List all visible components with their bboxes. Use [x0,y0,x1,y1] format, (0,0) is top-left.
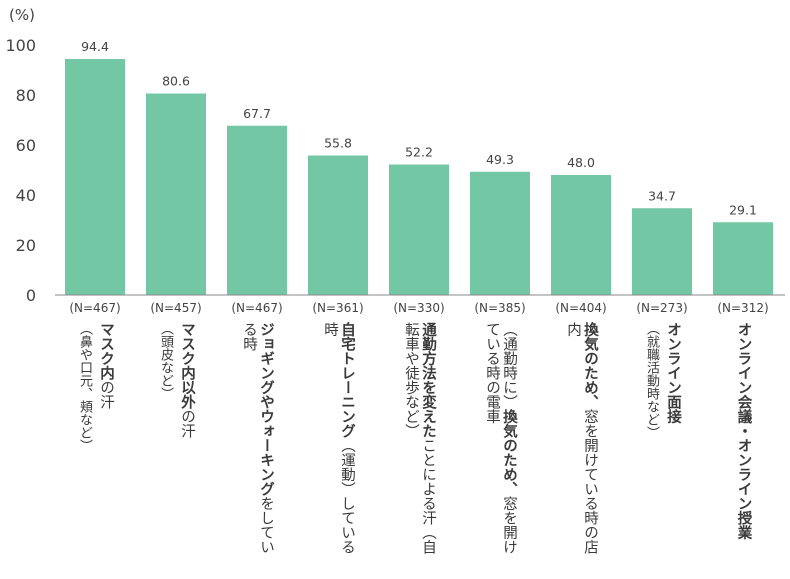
category-bold-text: 自宅トレーニング [339,322,355,438]
category-normal-text: の汗 [179,409,195,438]
category-label: マスク内以外の汗 （頭皮など） [136,322,216,438]
category-label: オンライン会議・オンライン授業 [703,322,783,540]
category-bold-text: オンライン面接 [665,322,681,424]
bar [308,155,368,295]
category-note: （就職活動時など） [644,322,659,439]
y-tick-label: 20 [16,236,36,255]
value-label: 52.2 [405,145,433,160]
value-label: 94.4 [81,39,109,54]
bar [551,175,611,295]
unit-label: (%) [9,6,35,24]
category-main-text: 換気のため、窓を開けている時の店内 [564,322,598,562]
value-label: 67.7 [243,106,271,121]
y-tick-label: 0 [26,286,36,305]
category-label: ジョギングやウォーキングをしている時 [217,322,297,562]
category-label: 換気のため、窓を開けている時の店内 [541,322,621,562]
sample-size-labels: (N=467) (N=457) (N=467) (N=361) (N=330) (N=38… [69,301,768,315]
value-label: 29.1 [729,202,757,217]
bar [713,222,773,295]
category-prefix: （通勤時に） [501,322,517,409]
category-note: （頭皮など） [158,322,173,400]
sample-size-label: (N=404) [555,301,606,315]
bar [146,93,206,295]
value-label: 55.8 [324,136,352,151]
sample-size-label: (N=457) [150,301,201,315]
category-main-text: （通勤時に）換気のため、窓を開けている時の電車 [483,322,517,562]
category-main-text: マスク内以外の汗 [178,322,195,438]
category-bold-text: オンライン会議・オンライン授業 [735,322,752,540]
sample-size-label: (N=385) [474,301,525,315]
y-tick-label: 40 [16,186,36,205]
category-bold-text: マスク内以外 [179,322,195,409]
category-main-text: オンライン会議・オンライン授業 [735,322,752,540]
category-bold-text: マスク内 [98,322,114,380]
sample-size-label: (N=467) [231,301,282,315]
bar [389,164,449,295]
y-axis: 0 20 40 60 80 100 [5,36,36,305]
category-normal-text: 窓を開けている時の電車 [484,322,517,554]
value-label: 49.3 [486,152,514,167]
category-normal-text: （運動）している時 [322,322,355,554]
value-label: 34.7 [648,188,676,203]
category-label: 自宅トレーニング（運動）している時 [298,322,378,562]
value-labels: 94.4 80.6 67.7 55.8 52.2 49.3 48.0 34.7 29.1 [81,39,757,217]
category-label: オンライン面接 （就職活動時など） [622,322,702,439]
category-bold-text: 通勤方法を変えた [420,322,436,438]
sample-size-label: (N=361) [312,301,363,315]
category-normal-text: をしている時 [241,322,274,554]
category-main-text: 通勤方法を変えたことによる汗（自転車や徒歩など） [402,322,436,562]
category-main-text: 自宅トレーニング（運動）している時 [321,322,355,562]
y-tick-label: 80 [16,86,36,105]
sample-size-label: (N=330) [393,301,444,315]
category-normal-text: 窓を開けている時の店内 [565,322,598,554]
category-label: 通勤方法を変えたことによる汗（自転車や徒歩など） [379,322,459,562]
y-tick-label: 100 [5,36,36,55]
category-bold-text: 換気のため、 [501,409,517,496]
category-bold-text: ジョギングやウォーキング [258,322,274,496]
value-label: 48.0 [567,155,595,170]
sample-size-label: (N=467) [69,301,120,315]
category-main-text: マスク内の汗 [97,322,114,452]
category-bold-text: 換気のため、 [582,322,598,409]
sample-size-label: (N=273) [636,301,687,315]
category-normal-text: の汗 [98,380,114,409]
bars [65,59,773,295]
y-tick-label: 60 [16,136,36,155]
bar [470,171,530,295]
category-normal-text: ことによる汗（自転車や徒歩など） [403,322,436,554]
category-main-text: ジョギングやウォーキングをしている時 [240,322,274,562]
category-note: （鼻や口元、頬など） [77,322,92,452]
category-label: （通勤時に）換気のため、窓を開けている時の電車 [460,322,540,562]
category-main-text: オンライン面接 [664,322,681,439]
category-label: マスク内の汗 （鼻や口元、頬など） [55,322,135,452]
bar [632,208,692,295]
sample-size-label: (N=312) [717,301,768,315]
bar [65,59,125,295]
bar [227,125,287,295]
value-label: 80.6 [162,74,190,89]
